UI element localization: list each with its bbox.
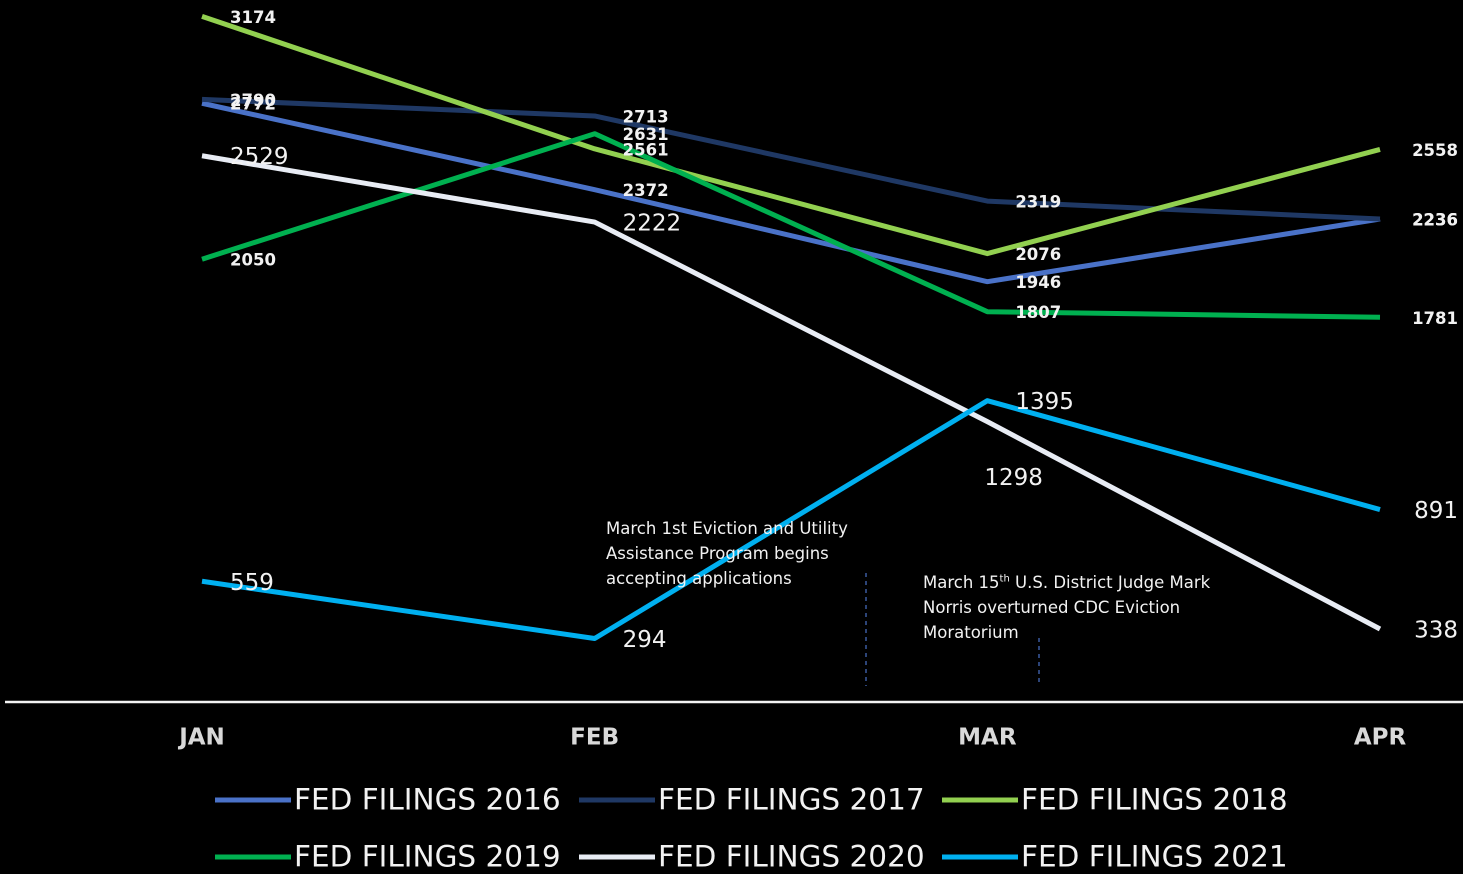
legend-label: FED FILINGS 2021 — [1021, 840, 1288, 874]
series-line — [201, 153, 1382, 632]
x-tick-label: MAR — [958, 725, 1017, 751]
data-label: 2076 — [1015, 245, 1061, 264]
annotation: March 15th U.S. District Judge Mark Norr… — [923, 570, 1228, 645]
legend-label: FED FILINGS 2020 — [658, 840, 925, 874]
data-label: 2772 — [230, 95, 276, 114]
data-label: 1946 — [1015, 273, 1061, 292]
annotation-text: U.S. District Judge Mark Norris overturn… — [923, 573, 1211, 642]
data-label: 2713 — [623, 107, 669, 126]
data-label: 2236 — [1412, 211, 1458, 230]
legend-label: FED FILINGS 2016 — [294, 783, 561, 817]
annotation: March 1st Eviction and Utility Assistanc… — [606, 516, 856, 591]
x-tick-label: JAN — [177, 725, 225, 751]
data-label: 559 — [230, 570, 274, 596]
data-label: 891 — [1414, 498, 1458, 524]
data-label: 2790 — [230, 91, 276, 110]
series-line — [201, 100, 1381, 285]
data-label: 2050 — [230, 251, 276, 270]
data-label: 3174 — [230, 8, 276, 27]
data-label: 2631 — [623, 125, 669, 144]
annotation-text: March 1st Eviction and Utility Assistanc… — [606, 519, 848, 588]
data-label: 2372 — [623, 181, 669, 200]
series-line — [201, 14, 1381, 257]
series-line — [201, 131, 1381, 320]
legend-label: FED FILINGS 2019 — [294, 840, 561, 874]
data-label: 1781 — [1412, 309, 1458, 328]
data-label: 338 — [1414, 617, 1458, 643]
annotation-superscript: th — [999, 573, 1010, 585]
legend-label: FED FILINGS 2017 — [658, 783, 925, 817]
x-tick-label: FEB — [570, 725, 619, 751]
annotation-text: March 15 — [923, 573, 1000, 592]
data-label: 2222 — [623, 211, 682, 237]
data-label: 2236 — [1412, 211, 1458, 230]
series-line — [201, 96, 1381, 222]
data-label: 294 — [623, 627, 667, 653]
data-label: 1807 — [1015, 303, 1061, 322]
data-label: 2558 — [1412, 141, 1458, 160]
data-label: 1395 — [1015, 389, 1074, 415]
data-label: 1298 — [984, 465, 1043, 491]
data-label: 2561 — [623, 140, 669, 159]
series-line — [201, 398, 1381, 641]
data-label: 2319 — [1015, 193, 1061, 212]
x-tick-label: APR — [1354, 725, 1407, 751]
legend-label: FED FILINGS 2018 — [1021, 783, 1288, 817]
data-label: 2529 — [230, 144, 289, 170]
